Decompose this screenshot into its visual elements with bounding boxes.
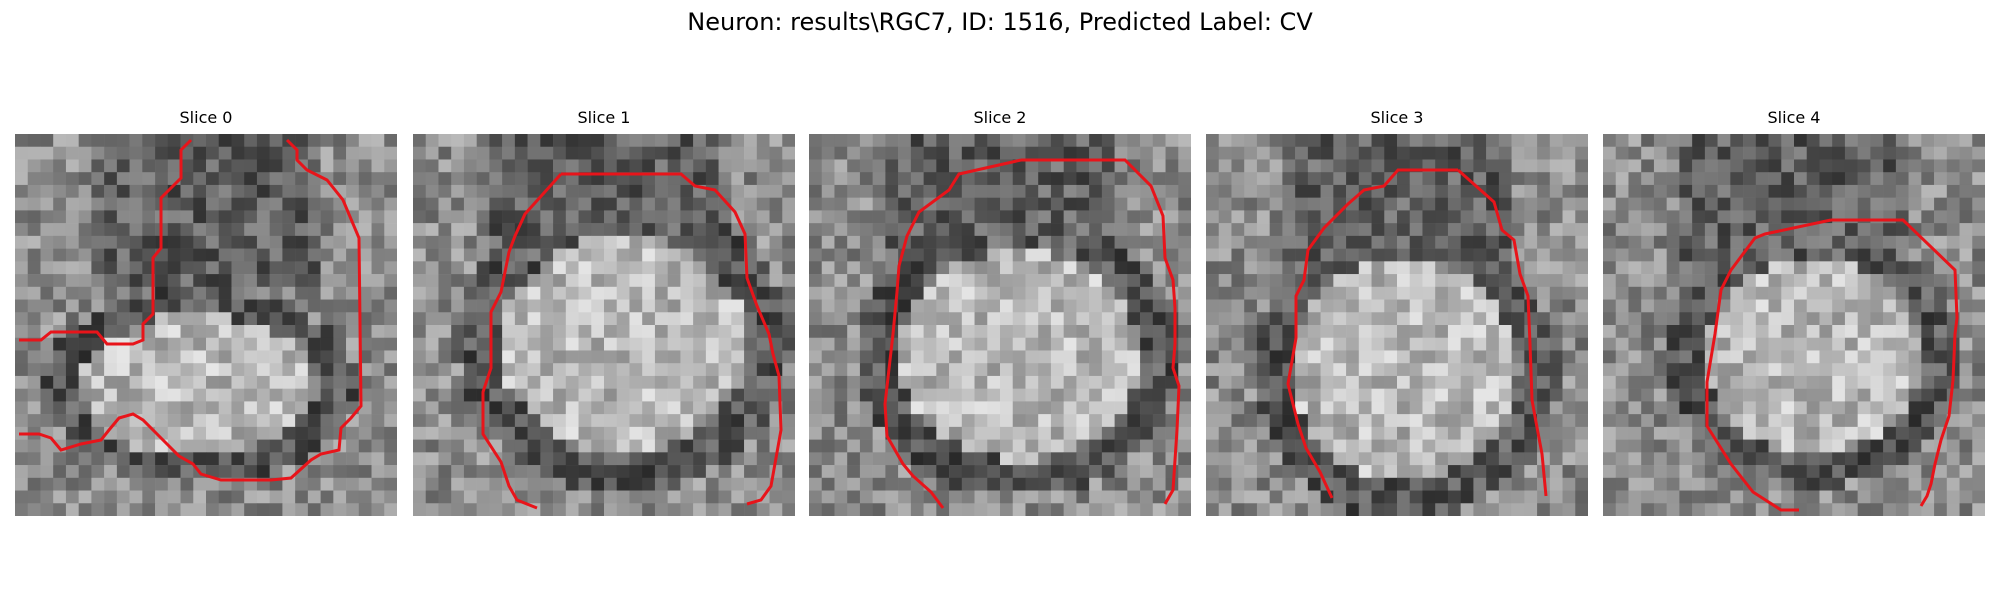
contour-line-1b	[561, 172, 783, 506]
contour-line-3b	[1457, 168, 1548, 497]
grayscale-grid-4	[1603, 134, 1985, 516]
figure-title: Neuron: results\RGC7, ID: 1516, Predicte…	[687, 8, 1313, 36]
slice-title-1: Slice 1	[577, 108, 631, 127]
contour-line-0a	[19, 138, 193, 346]
slice-image-3	[1206, 134, 1588, 516]
grayscale-grid-1	[413, 134, 795, 516]
slice-image-4	[1603, 134, 1985, 516]
contour-line-0b	[19, 138, 363, 482]
contour-line-2a	[883, 158, 1022, 509]
slice-title-2: Slice 2	[973, 108, 1027, 127]
slice-image-1	[413, 134, 795, 516]
slice-image-2	[809, 134, 1191, 516]
grayscale-grid-0	[15, 134, 397, 516]
contour-line-2b	[1021, 158, 1181, 505]
contour-line-3a	[1286, 168, 1458, 499]
contour-line-4a	[1705, 218, 1832, 512]
grayscale-grid-2	[809, 134, 1191, 516]
slice-title-0: Slice 0	[179, 108, 233, 127]
contour-line-1a	[481, 172, 563, 510]
slice-image-0	[15, 134, 397, 516]
contour-line-4b	[1831, 218, 1959, 507]
slice-title-4: Slice 4	[1767, 108, 1821, 127]
slice-title-3: Slice 3	[1370, 108, 1424, 127]
